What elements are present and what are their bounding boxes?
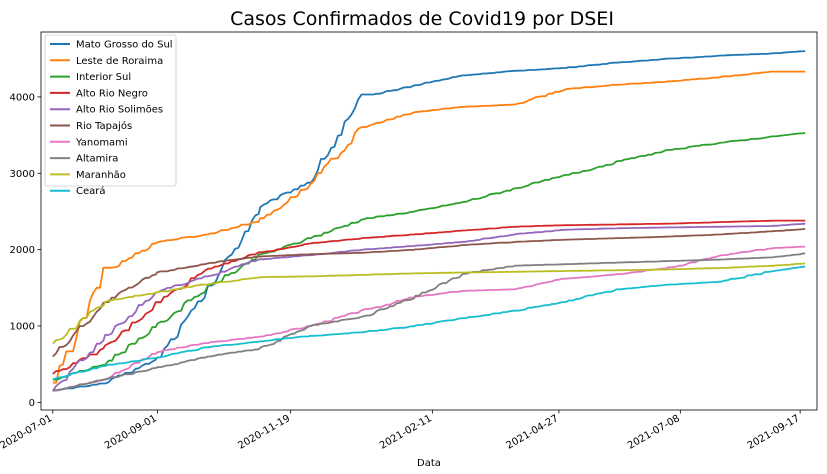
legend-label: Alto Rio Negro (76, 88, 148, 99)
series-line-1 (52, 70, 806, 384)
legend-label: Mato Grosso do Sul (76, 40, 173, 51)
legend-label: Altamira (76, 154, 118, 165)
series-line-6 (52, 245, 806, 392)
y-axis: 0 1000 2000 3000 4000 (10, 92, 41, 409)
x-tick-label: 2020-11-19 (236, 413, 292, 452)
legend-label: Alto Rio Solimões (76, 105, 163, 116)
series-line-2 (52, 131, 806, 381)
legend-label: Yanomami (75, 137, 128, 148)
x-tick-label: 2021-07-08 (626, 413, 682, 452)
legend-label: Leste de Roraima (76, 56, 163, 67)
chart-title: Casos Confirmados de Covid19 por DSEI (230, 8, 614, 30)
x-axis: 2020-07-01 2020-09-01 2020-11-19 2021-02-11… (0, 410, 802, 452)
y-tick-label: 4000 (10, 92, 35, 103)
legend-label: Ceará (76, 185, 106, 197)
series-line-8 (52, 262, 806, 345)
x-tick-label: 2021-04-27 (505, 413, 561, 452)
x-axis-label: Data (417, 458, 441, 469)
series-line-5 (52, 228, 806, 358)
legend-label: Maranhão (76, 170, 126, 181)
y-tick-label: 1000 (10, 322, 35, 333)
legend-label: Rio Tapajós (76, 120, 132, 132)
legend: Mato Grosso do Sul Leste de Roraima Interi… (44, 34, 177, 197)
x-tick-label: 2020-07-01 (0, 413, 54, 452)
legend-box (44, 34, 177, 187)
y-tick-label: 3000 (10, 169, 35, 180)
x-tick-label: 2021-02-11 (378, 413, 434, 452)
series-layer (52, 50, 806, 392)
series-line-0 (52, 50, 806, 392)
legend-label: Interior Sul (76, 72, 131, 83)
x-tick-label: 2020-09-01 (103, 413, 159, 452)
x-tick-label: 2021-09-17 (746, 413, 802, 452)
y-tick-label: 0 (29, 398, 35, 409)
series-line-7 (52, 252, 806, 392)
series-line-9 (52, 265, 806, 381)
series-line-4 (52, 222, 806, 392)
y-tick-label: 2000 (10, 245, 35, 256)
